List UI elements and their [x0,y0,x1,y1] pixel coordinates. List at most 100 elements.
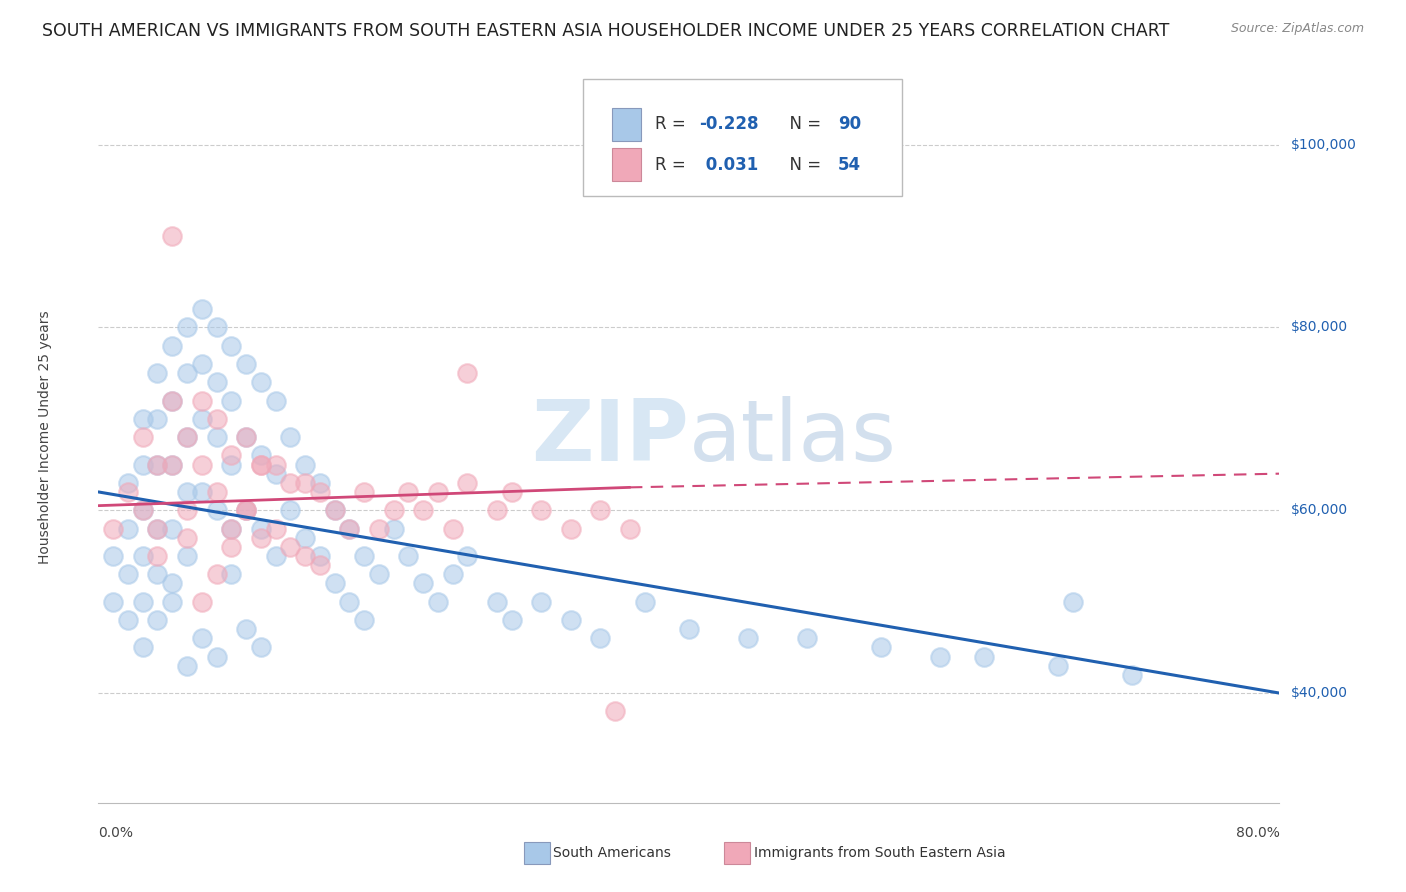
Point [146,458,169,472]
Text: 90: 90 [838,115,860,134]
Point [353,613,375,627]
Text: 54: 54 [838,155,860,174]
Point [412,503,434,517]
Point [176,531,198,545]
Point [294,549,316,563]
Point [250,375,273,389]
Point [205,430,228,444]
Point [605,704,627,718]
Point [1121,667,1143,681]
Point [457,475,479,490]
Text: Householder Income Under 25 years: Householder Income Under 25 years [38,310,52,564]
Point [264,521,287,535]
Point [146,549,169,563]
Point [191,631,214,645]
Point [132,549,155,563]
Point [530,503,553,517]
Point [191,357,214,371]
Point [264,549,287,563]
Point [132,430,155,444]
Point [117,475,139,490]
Point [339,594,361,608]
Point [221,338,243,352]
Point [368,521,391,535]
Point [796,631,818,645]
Text: N =: N = [779,155,827,174]
Point [441,567,464,582]
Point [221,521,243,535]
FancyBboxPatch shape [612,148,641,181]
Point [339,521,361,535]
Point [205,484,228,499]
Point [176,320,198,334]
Point [560,613,582,627]
Point [678,622,700,636]
Point [250,640,273,655]
Point [294,531,316,545]
Point [235,503,257,517]
Point [250,531,273,545]
Point [132,458,155,472]
Text: ZIP: ZIP [531,395,689,479]
Point [205,411,228,425]
Point [294,475,316,490]
Point [176,503,198,517]
Text: 80.0%: 80.0% [1236,826,1279,839]
FancyBboxPatch shape [523,841,550,863]
Point [146,521,169,535]
FancyBboxPatch shape [612,108,641,141]
Text: 0.031: 0.031 [700,155,758,174]
Point [309,484,332,499]
Point [250,521,273,535]
Point [870,640,893,655]
Point [162,458,183,472]
Point [103,594,125,608]
Point [486,594,509,608]
Point [398,484,420,499]
Point [176,430,198,444]
Point [264,467,287,481]
Point [191,484,214,499]
Point [457,549,479,563]
Text: R =: R = [655,115,690,134]
Point [412,576,434,591]
Point [353,549,375,563]
Point [117,613,139,627]
FancyBboxPatch shape [582,78,901,195]
Point [146,567,169,582]
Point [309,549,332,563]
Point [441,521,464,535]
Point [221,393,243,408]
Point [117,567,139,582]
Point [530,594,553,608]
Point [235,430,257,444]
Point [103,549,125,563]
Point [191,393,214,408]
Point [382,503,405,517]
Point [427,484,450,499]
Point [117,484,139,499]
Point [250,458,273,472]
Point [589,631,612,645]
Text: $60,000: $60,000 [1291,503,1348,517]
Point [235,622,257,636]
Point [486,503,509,517]
Point [132,503,155,517]
Point [162,338,183,352]
Text: South Americans: South Americans [553,846,671,860]
Point [176,430,198,444]
Point [162,576,183,591]
Point [457,366,479,380]
Point [264,458,287,472]
Point [294,458,316,472]
Point [117,521,139,535]
Point [235,503,257,517]
Point [162,458,183,472]
Point [191,594,214,608]
FancyBboxPatch shape [724,841,751,863]
Point [176,658,198,673]
Point [221,448,243,462]
Point [176,366,198,380]
Text: $80,000: $80,000 [1291,320,1348,334]
Point [162,393,183,408]
